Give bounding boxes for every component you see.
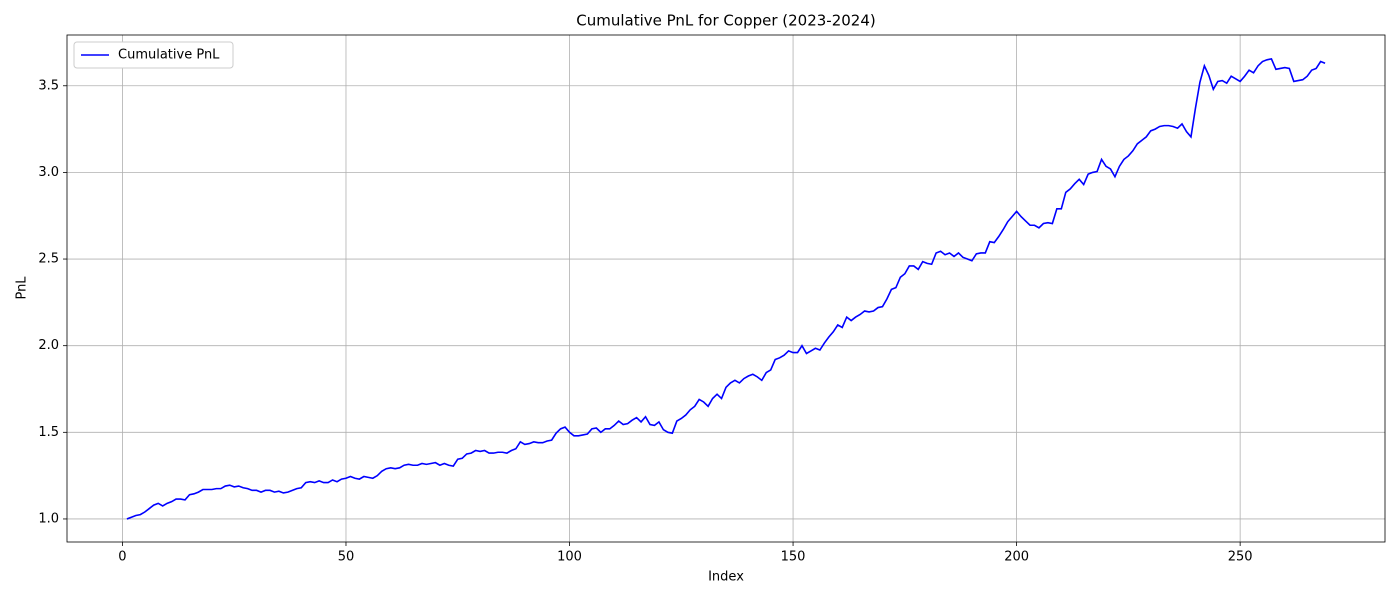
x-tick-label: 250	[1228, 550, 1253, 565]
y-tick-label: 1.0	[38, 511, 59, 526]
x-tick-label: 0	[118, 550, 126, 565]
x-axis-label: Index	[708, 570, 744, 585]
y-tick-label: 2.0	[38, 338, 59, 353]
chart-title: Cumulative PnL for Copper (2023-2024)	[576, 12, 876, 30]
y-axis-label: PnL	[15, 276, 30, 300]
y-tick-label: 1.5	[38, 425, 59, 440]
y-tick-label: 3.5	[38, 78, 59, 93]
data-line	[126, 58, 1326, 520]
x-tick-label: 50	[338, 550, 355, 565]
legend-box	[73, 41, 234, 69]
x-tick-label: 100	[557, 550, 582, 565]
x-tick-label: 200	[1004, 550, 1029, 565]
legend-label: Cumulative PnL	[118, 48, 220, 63]
y-tick-label: 2.5	[38, 252, 59, 267]
x-tick-label: 150	[781, 550, 806, 565]
y-tick-label: 3.0	[38, 165, 59, 180]
plot-frame	[66, 34, 1386, 543]
